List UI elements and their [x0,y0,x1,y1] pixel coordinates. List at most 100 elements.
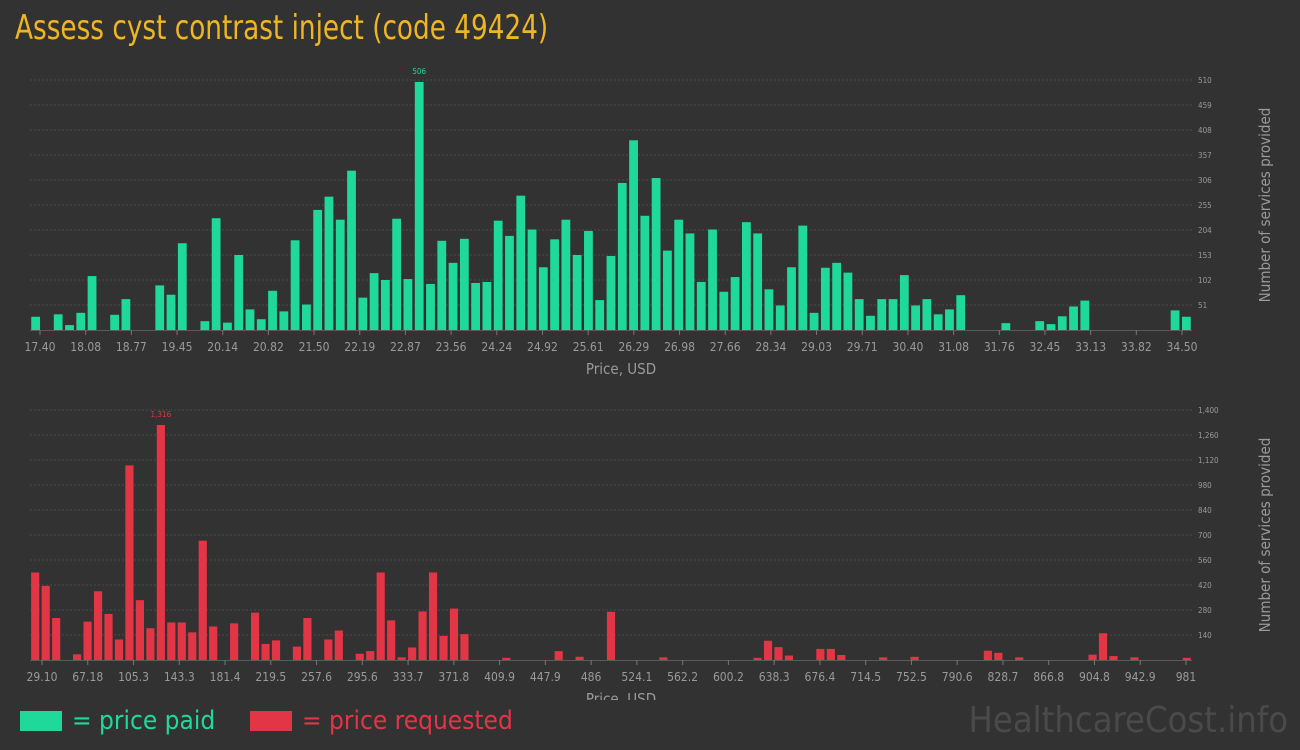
paid-x-tick-label: 32.45 [1030,340,1061,354]
charts-canvas: 51 102 153 204 255 306 357 408 459 510 506 17.40 18.… [25,67,1274,700]
paid-x-tick-label: 22.19 [344,340,375,354]
paid-x-tick-label: 20.14 [207,340,238,354]
requested-x-tick-label: 181.4 [210,670,241,684]
paid-x-tick-label: 23.56 [436,340,467,354]
requested-x-tick-label: 105.3 [118,670,149,684]
paid-x-tick-label: 25.61 [573,340,604,354]
paid-bar [696,281,706,330]
paid-bar [584,230,593,330]
requested-y-tick-label: 700 [1198,531,1212,540]
paid-bar [899,275,909,330]
requested-peak-label: 1,316 [151,410,172,419]
requested-bar [366,651,375,660]
requested-bar [606,611,616,660]
paid-bar [933,314,943,330]
requested-bar [449,608,459,660]
requested-bar [983,650,992,660]
legend-paid-swatch [20,711,62,731]
paid-bar [572,255,582,330]
paid-bar [313,209,323,330]
requested-y-tick-label: 1,120 [1198,456,1219,465]
page-title: Assess cyst contrast inject (code 49424) [15,8,549,48]
requested-bar [1130,657,1139,660]
paid-x-tick-label: 30.40 [892,340,923,354]
paid-bar [854,299,864,330]
requested-y-tick-label: 280 [1198,606,1212,615]
requested-x-tick-label: 942.9 [1125,670,1156,684]
paid-bar [629,140,638,330]
requested-bar [1088,654,1097,660]
requested-x-tick-label: 638.3 [759,670,790,684]
paid-bar [1046,324,1056,330]
requested-x-tick-label: 67.18 [72,670,103,684]
paid-x-tick-label: 24.92 [527,340,558,354]
paid-bar [403,279,413,330]
requested-x-tick-label: 257.6 [301,670,332,684]
paid-bar [256,319,266,330]
requested-bar [460,634,469,660]
requested-x-tick-label: 409.9 [484,670,515,684]
paid-x-tick-label: 27.66 [710,340,741,354]
paid-bar [516,195,526,330]
paid-y-tick-label: 306 [1198,176,1212,185]
paid-bar [76,312,86,330]
paid-x-tick-label: 21.50 [299,340,330,354]
paid-x-tick-label: 26.98 [664,340,695,354]
requested-bar [156,425,165,660]
paid-bar [617,182,627,330]
paid-bar [53,314,63,330]
paid-bar [843,272,853,330]
requested-y-tick-label: 1,260 [1198,431,1219,440]
paid-bar [482,281,492,330]
price-requested-chart: 140 280 420 560 700 840 980 1,120 1,260 1,400 1,31… [27,406,1274,700]
paid-bar [380,280,390,330]
requested-x-tick-label: 981 [1176,670,1197,684]
paid-bar [640,215,650,330]
requested-y-axis-label: Number of services provided [1256,438,1274,633]
paid-bar [290,240,300,330]
paid-bar [65,325,74,330]
paid-bar [211,218,221,330]
paid-bar [1181,316,1191,330]
requested-x-tick-label: 333.7 [393,670,424,684]
requested-bar [146,628,155,660]
paid-bar [606,255,616,330]
legend-requested-swatch [250,711,292,731]
requested-bar [198,540,207,660]
requested-bar [753,657,762,660]
paid-x-tick-label: 31.08 [938,340,969,354]
paid-bar [1057,316,1067,330]
requested-x-tick-label: 828.7 [988,670,1019,684]
requested-x-tick-label: 219.5 [255,670,286,684]
paid-x-tick-label: 17.40 [25,340,56,354]
paid-bar [110,314,120,330]
requested-x-tick-label: 562.2 [667,670,698,684]
requested-y-tick-label: 420 [1198,581,1212,590]
paid-y-tick-label: 51 [1198,301,1207,310]
paid-bar [245,309,255,330]
paid-bar [866,315,875,330]
paid-x-axis-label: Price, USD [586,360,656,378]
paid-bar [877,299,887,330]
legend-requested-label: = price requested [302,706,513,736]
requested-bar [397,657,406,660]
paid-bar [155,285,165,330]
requested-bar [271,640,281,660]
requested-bar [418,611,427,660]
paid-bar [1001,323,1011,330]
requested-bar [125,465,134,660]
paid-bar [301,304,311,330]
requested-bar [387,620,396,660]
paid-bar [1080,300,1090,330]
requested-bar [135,600,145,660]
requested-bar [167,622,176,660]
paid-bar [595,300,605,330]
paid-bar [787,267,796,330]
requested-x-tick-label: 143.3 [164,670,195,684]
paid-x-tick-label: 29.71 [847,340,878,354]
requested-x-axis-label: Price, USD [586,690,656,700]
requested-bar [41,585,50,660]
paid-x-tick-label: 34.50 [1167,340,1198,354]
paid-bar [538,267,548,330]
paid-bar [820,267,830,330]
